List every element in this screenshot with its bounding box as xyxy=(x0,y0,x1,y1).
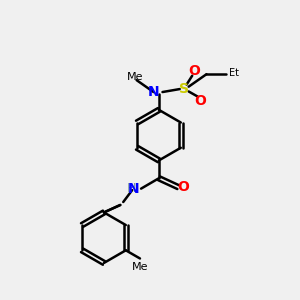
Text: N: N xyxy=(148,85,159,99)
Text: Me: Me xyxy=(127,72,143,82)
Text: N: N xyxy=(128,182,140,196)
Text: H: H xyxy=(127,182,136,195)
Text: S: S xyxy=(179,82,189,96)
Text: O: O xyxy=(189,64,200,78)
Text: Me: Me xyxy=(132,262,148,272)
Text: Et: Et xyxy=(230,68,239,78)
Text: O: O xyxy=(177,180,189,194)
Text: O: O xyxy=(195,94,206,108)
